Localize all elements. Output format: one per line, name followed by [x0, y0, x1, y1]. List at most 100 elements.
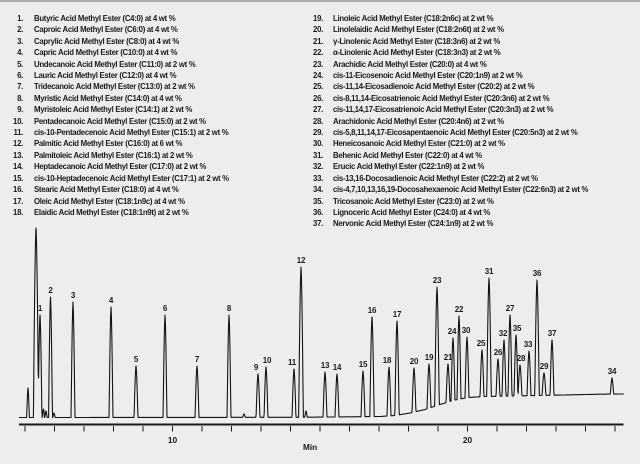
legend-column-left: 1. Butyric Acid Methyl Ester (C4:0) at 4 … — [0, 13, 229, 218]
peak-label: 11 — [288, 358, 297, 367]
legend-item: 29. cis-5,8,11,14,17-Eicosapentaenoic Aci… — [300, 127, 588, 138]
legend-item-label: Arachidic Acid Methyl Ester (C20:0) at 4… — [333, 59, 487, 69]
legend-item-label: Erucic Acid Methyl Ester (C22:1n9) at 2 … — [333, 162, 485, 172]
legend-item-number: 12. — [13, 139, 23, 149]
legend-item-number: 27. — [313, 105, 323, 115]
legend-item-number: 19. — [313, 14, 323, 23]
legend-item-label: cis-11,14-Eicosadienoic Acid Methyl Este… — [333, 82, 535, 92]
peak-label: 20 — [410, 357, 419, 366]
legend-item-label: Stearic Acid Methyl Ester (C18:0) at 4 w… — [34, 185, 179, 195]
legend-item-label: Palmitic Acid Methyl Ester (C16:0) at 6 … — [34, 139, 183, 149]
legend-item-number: 3. — [17, 36, 23, 46]
legend-item-label: cis-13,16-Docosadienoic Acid Methyl Este… — [333, 173, 538, 183]
legend-item-number: 7. — [17, 82, 23, 92]
legend-item-label: Linolelaidic Acid Methyl Ester (C18:2n6t… — [333, 25, 504, 35]
peak-label: 22 — [455, 305, 464, 314]
peak-label: 13 — [321, 361, 330, 370]
x-axis-tick-label: 10 — [168, 435, 178, 445]
peak-label: 24 — [448, 327, 457, 336]
peak-label: 4 — [109, 296, 114, 305]
peak-label: 35 — [513, 324, 522, 333]
legend-item-number: 25. — [313, 82, 323, 92]
chromatogram-trace — [18, 227, 624, 419]
legend-item: 12. Palmitic Acid Methyl Ester (C16:0) at… — [0, 138, 229, 149]
peak-label: 5 — [134, 355, 139, 364]
legend-item-number: 29. — [313, 128, 323, 138]
legend-item-label: Tricosanoic Acid Methyl Ester (C23:0) at… — [333, 196, 494, 206]
legend-item-number: 17. — [13, 196, 23, 206]
peak-label: 21 — [444, 353, 453, 362]
legend-item-label: Myristoleic Acid Methyl Ester (C14:1) at… — [34, 105, 193, 115]
legend-item-label: Palmitoleic Acid Methyl Ester (C16:1) at… — [34, 150, 193, 160]
legend-item: 20. Linolelaidic Acid Methyl Ester (C18:2… — [300, 24, 588, 35]
legend-item: 33. cis-13,16-Docosadienoic Acid Methyl E… — [300, 173, 588, 184]
legend-item-label: Undecanoic Acid Methyl Ester (C11:0) at … — [34, 59, 196, 69]
legend-item-label: Capric Acid Methyl Ester (C10:0) at 4 wt… — [34, 48, 178, 58]
legend-item: 35. Tricosanoic Acid Methyl Ester (C23:0)… — [300, 196, 588, 207]
peak-label: 29 — [540, 362, 549, 371]
peak-label: 19 — [425, 353, 434, 362]
legend-item: 17. Oleic Acid Methyl Ester (C18:1n9c) at… — [0, 196, 229, 207]
legend-item: 31. Behenic Acid Methyl Ester (C22:0) at … — [300, 150, 588, 161]
legend-item-number: 6. — [17, 71, 23, 81]
legend-item-number: 36. — [313, 207, 323, 217]
legend-item-label: Pentadecanoic Acid Methyl Ester (C15:0) … — [34, 116, 206, 126]
peak-label: 9 — [254, 363, 259, 372]
peak-label: 2 — [48, 286, 53, 295]
peak-label: 30 — [462, 326, 471, 335]
x-axis: 10 20 — [19, 423, 624, 445]
peak-label: 8 — [227, 304, 232, 313]
legend-item: 2. Caproic Acid Methyl Ester (C6:0) at 4 … — [0, 24, 229, 35]
legend-item: 36. Lignoceric Acid Methyl Ester (C24:0) … — [300, 207, 588, 218]
peak-label: 17 — [393, 310, 402, 319]
peak-label: 3 — [71, 291, 76, 300]
legend-item-number: 10. — [13, 116, 23, 126]
legend-item-label: cis-8,11,14-Eicosatrienoic Acid Methyl E… — [333, 93, 550, 103]
peak-label: 37 — [548, 329, 557, 338]
legend-item-label: Heptadecanoic Acid Methyl Ester (C17:0) … — [34, 162, 207, 172]
peak-label: 6 — [163, 304, 168, 313]
legend-item-label: α-Linolenic Acid Methyl Ester (C18:3n3) … — [333, 48, 501, 58]
legend-item: 26. cis-8,11,14-Eicosatrienoic Acid Methy… — [300, 93, 588, 104]
legend-item: 34. cis-4,7,10,13,16,19-Docosahexaenoic A… — [300, 184, 588, 195]
legend-item-label: cis-5,8,11,14,17-Eicosapentaenoic Acid M… — [333, 128, 578, 138]
peak-label: 33 — [524, 340, 533, 349]
legend-item-label: Behenic Acid Methyl Ester (C22:0) at 4 w… — [333, 150, 482, 160]
legend-item-label: cis-10-Pentadecenoic Acid Methyl Ester (… — [34, 128, 229, 138]
legend-item: 16. Stearic Acid Methyl Ester (C18:0) at … — [0, 184, 229, 195]
legend-item-number: 24. — [313, 71, 323, 81]
peak-label: 32 — [499, 329, 508, 338]
legend-item-label: Caprylic Acid Methyl Ester (C8:0) at 4 w… — [34, 36, 179, 46]
legend-item: 24. cis-11-Eicosenoic Acid Methyl Ester (… — [300, 70, 588, 81]
legend-item: 19. Linoleic Acid Methyl Ester (C18:2n6c)… — [300, 13, 588, 24]
legend-item: 21. γ-Linolenic Acid Methyl Ester (C18:3n… — [300, 36, 588, 47]
peak-label: 14 — [333, 363, 342, 372]
legend-item-label: Lauric Acid Methyl Ester (C12:0) at 4 wt… — [34, 71, 177, 81]
legend-item-number: 14. — [13, 162, 23, 172]
legend-item: 6. Lauric Acid Methyl Ester (C12:0) at 4 … — [0, 70, 229, 81]
peak-label: 34 — [608, 367, 617, 376]
legend-item-number: 20. — [313, 25, 323, 35]
legend-item-label: Lignoceric Acid Methyl Ester (C24:0) at … — [333, 207, 491, 217]
legend-item: 27. cis-11,14,17-Eicosatrienoic Acid Meth… — [300, 104, 588, 115]
legend-item-label: Caproic Acid Methyl Ester (C6:0) at 4 wt… — [34, 25, 178, 35]
legend-item: 13. Palmitoleic Acid Methyl Ester (C16:1)… — [0, 150, 229, 161]
legend-item-label: Linoleic Acid Methyl Ester (C18:2n6c) at… — [333, 14, 494, 23]
top-border-line — [0, 0, 640, 2]
legend-item-number: 1. — [17, 14, 23, 23]
legend-item: 9. Myristoleic Acid Methyl Ester (C14:1) … — [0, 104, 229, 115]
legend-item-number: 23. — [313, 59, 323, 69]
legend-item-number: 35. — [313, 196, 323, 206]
peak-label: 10 — [263, 356, 272, 365]
legend-item: 10. Pentadecanoic Acid Methyl Ester (C15:… — [0, 116, 229, 127]
legend-item-label: Elaidic Acid Methyl Ester (C18:1n9t) at … — [34, 207, 189, 217]
peak-label: 31 — [485, 267, 494, 276]
legend-item: 15. cis-10-Heptadecenoic Acid Methyl Este… — [0, 173, 229, 184]
x-axis-unit-label: Min — [303, 443, 318, 452]
peak-label: 1 — [38, 304, 43, 313]
legend-item-label: cis-11-Eicosenoic Acid Methyl Ester (C20… — [333, 71, 523, 81]
legend-item-label: Arachidonic Acid Methyl Ester (C20:4n6) … — [333, 116, 504, 126]
peak-label: 25 — [477, 339, 486, 348]
legend-item-number: 28. — [313, 116, 323, 126]
